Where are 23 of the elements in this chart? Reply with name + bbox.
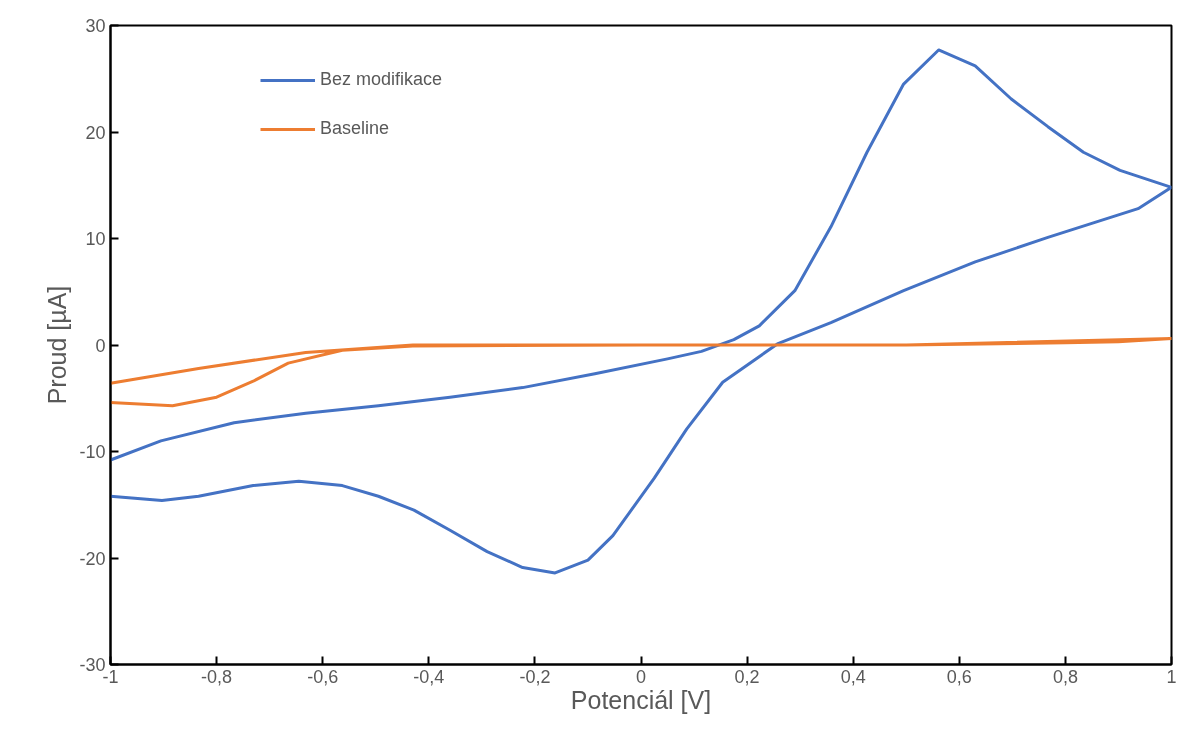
x-tick-label: 0,2 [734, 666, 760, 687]
x-axis-title: Potenciál [V] [570, 685, 712, 714]
legend-label: Baseline [320, 118, 390, 139]
line-series [110, 337, 1172, 408]
y-tick-label: 30 [85, 16, 106, 36]
x-tick-label: 0 [635, 666, 647, 687]
x-tick-label: 1 [1166, 666, 1177, 687]
y-tick-label: -30 [79, 655, 106, 675]
x-tick-label: -0,8 [201, 666, 233, 687]
x-tick-label: 0,6 [946, 666, 972, 687]
y-tick-label: -10 [79, 442, 106, 462]
x-tick-label: 0,4 [840, 666, 866, 687]
y-tick-label: -20 [79, 548, 106, 569]
x-tick-label: -0,4 [413, 666, 445, 687]
x-tick-label: -0,2 [519, 666, 551, 687]
y-tick-label: 0 [95, 335, 106, 356]
x-tick-label: -0,6 [307, 666, 339, 687]
y-tick-label: 20 [85, 122, 106, 143]
y-tick-label: 10 [85, 229, 106, 249]
legend-label: Bez modifikace [320, 69, 443, 90]
line-series [110, 48, 1172, 575]
y-axis-title: Proud [µA] [43, 285, 72, 405]
x-tick-label: 0,8 [1052, 666, 1078, 687]
